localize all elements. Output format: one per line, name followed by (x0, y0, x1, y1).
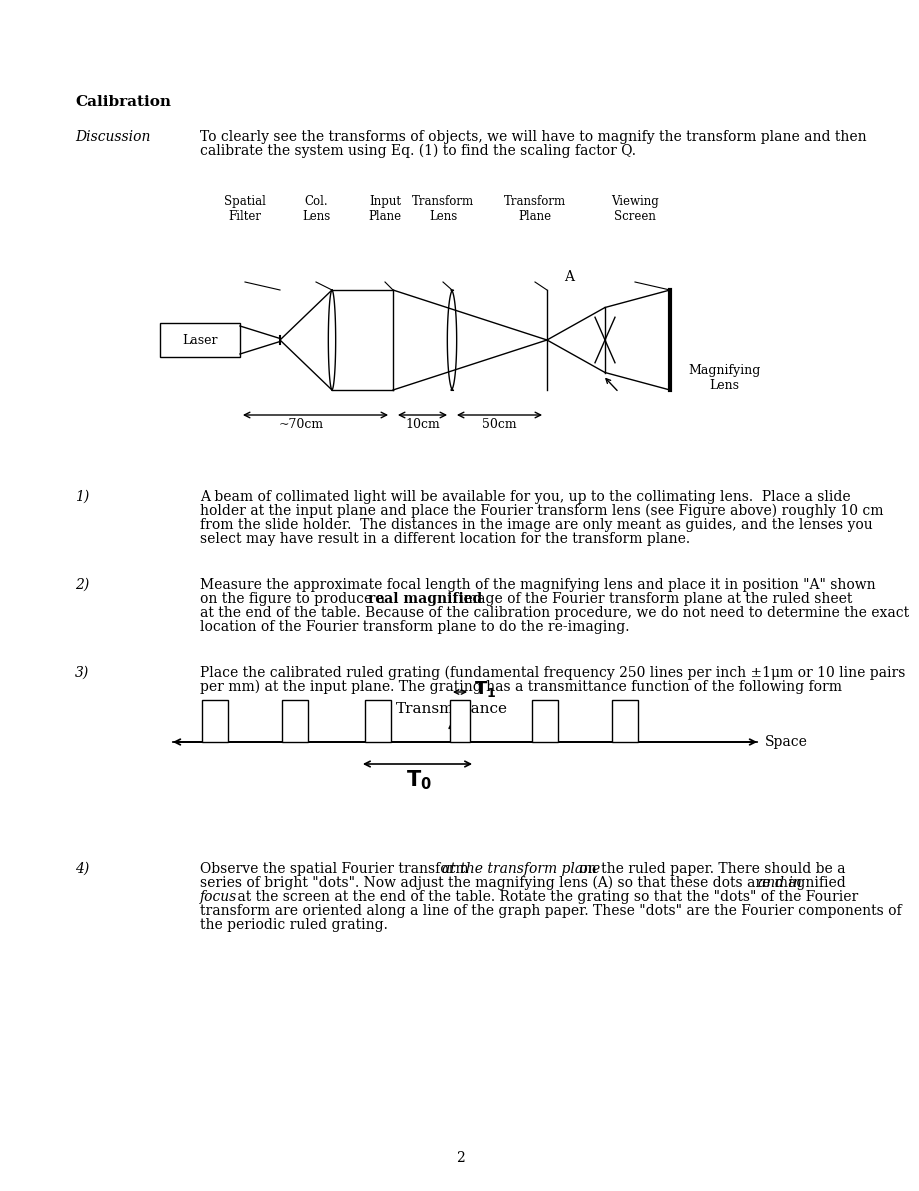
Text: Transmittance: Transmittance (395, 701, 507, 716)
Text: and in: and in (757, 877, 800, 890)
Text: Transform
Plane: Transform Plane (504, 195, 565, 223)
Text: Viewing
Screen: Viewing Screen (610, 195, 658, 223)
Text: transform are oriented along a line of the graph paper. These "dots" are the Fou: transform are oriented along a line of t… (199, 904, 901, 918)
Text: To clearly see the transforms of objects, we will have to magnify the transform : To clearly see the transforms of objects… (199, 130, 866, 144)
Text: A beam of collimated light will be available for you, up to the collimating lens: A beam of collimated light will be avail… (199, 490, 850, 504)
Text: $\mathbf{T_1}$: $\mathbf{T_1}$ (473, 679, 495, 699)
Text: at the transform plane: at the transform plane (441, 862, 599, 877)
Text: Observe the spatial Fourier transform: Observe the spatial Fourier transform (199, 862, 472, 877)
Text: Place the calibrated ruled grating (fundamental frequency 250 lines per inch ±1μ: Place the calibrated ruled grating (fund… (199, 666, 904, 680)
Text: series of bright "dots". Now adjust the magnifying lens (A) so that these dots a: series of bright "dots". Now adjust the … (199, 877, 849, 891)
Text: real magnified: real magnified (368, 592, 482, 606)
Bar (531, 700, 558, 742)
Text: 2): 2) (75, 578, 89, 592)
Bar (449, 700, 470, 742)
Text: on the ruled paper. There should be a: on the ruled paper. There should be a (574, 862, 845, 877)
Bar (365, 700, 391, 742)
Text: calibrate the system using Eq. (1) to find the scaling factor Q.: calibrate the system using Eq. (1) to fi… (199, 144, 635, 158)
Text: the periodic ruled grating.: the periodic ruled grating. (199, 918, 388, 933)
Text: Measure the approximate focal length of the magnifying lens and place it in posi: Measure the approximate focal length of … (199, 578, 875, 592)
Text: Col.
Lens: Col. Lens (301, 195, 330, 223)
Text: 1): 1) (75, 490, 89, 504)
Text: from the slide holder.  The distances in the image are only meant as guides, and: from the slide holder. The distances in … (199, 518, 872, 532)
Text: Input
Plane: Input Plane (368, 195, 401, 223)
Text: Magnifying
Lens: Magnifying Lens (687, 364, 759, 392)
Text: Laser: Laser (182, 333, 218, 347)
Text: Discussion: Discussion (75, 130, 150, 144)
Text: Calibration: Calibration (75, 95, 171, 110)
Text: image of the Fourier transform plane at the ruled sheet: image of the Fourier transform plane at … (455, 592, 851, 606)
Text: at the end of the table. Because of the calibration procedure, we do not need to: at the end of the table. Because of the … (199, 606, 908, 621)
Text: Transform
Lens: Transform Lens (412, 195, 473, 223)
Text: A: A (563, 270, 573, 283)
Text: location of the Fourier transform plane to do the re-imaging.: location of the Fourier transform plane … (199, 621, 629, 634)
Text: at the screen at the end of the table. Rotate the grating so that the "dots" of : at the screen at the end of the table. R… (233, 890, 857, 904)
Text: 4): 4) (75, 862, 89, 877)
Text: 3): 3) (75, 666, 89, 680)
Text: ~70cm: ~70cm (278, 418, 323, 431)
Text: 2: 2 (455, 1151, 464, 1165)
Text: 50cm: 50cm (482, 418, 516, 431)
Text: per mm) at the input plane. The grating has a transmittance function of the foll: per mm) at the input plane. The grating … (199, 680, 841, 694)
Bar (202, 700, 228, 742)
Text: holder at the input plane and place the Fourier transform lens (see Figure above: holder at the input plane and place the … (199, 504, 882, 518)
Text: on the figure to produce a: on the figure to produce a (199, 592, 389, 606)
Text: Spatial
Filter: Spatial Filter (224, 195, 266, 223)
Text: select may have result in a different location for the transform plane.: select may have result in a different lo… (199, 532, 689, 545)
Bar (611, 700, 637, 742)
Bar (282, 700, 308, 742)
Bar (160, 323, 240, 357)
Text: focus: focus (199, 890, 237, 904)
Text: Space: Space (765, 735, 807, 749)
Text: 10cm: 10cm (404, 418, 439, 431)
Text: $\mathbf{T_0}$: $\mathbf{T_0}$ (405, 768, 432, 792)
